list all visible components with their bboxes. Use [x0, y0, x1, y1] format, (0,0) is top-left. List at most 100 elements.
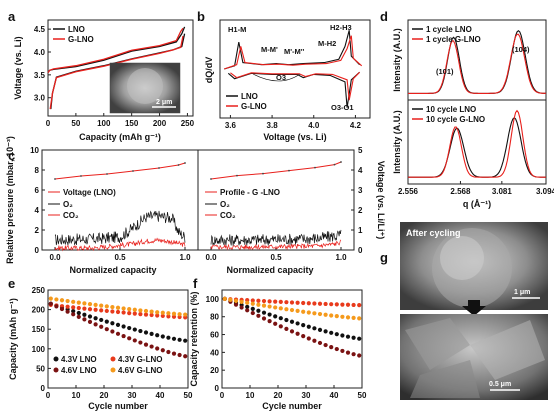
- voltage-point: [184, 162, 186, 164]
- legend-label-10cycle-glno: 10 cycle G-LNO: [426, 115, 485, 124]
- x-tick-label: 0: [220, 391, 225, 400]
- panel-b-frame: [219, 19, 371, 119]
- point-4-3v-lno: [306, 324, 311, 329]
- point-4-3v-lno: [138, 328, 143, 334]
- x-tick-label: 0.5: [270, 253, 282, 262]
- point-4-6v-lno: [284, 326, 289, 331]
- panel-d-xlabel: q (Å⁻¹): [463, 199, 491, 209]
- annotation-o3: O3: [276, 73, 286, 82]
- panel-f-series: [222, 296, 362, 358]
- point-4-3v-lno: [278, 316, 283, 321]
- x-tick-label: 30: [128, 391, 137, 400]
- point-4-6v-g-lno: [340, 314, 345, 319]
- x-tick-label: 0.5: [114, 253, 126, 262]
- voltage-point: [314, 166, 316, 169]
- panel-a-xlabel: Capacity (mAh g⁻¹): [79, 132, 161, 142]
- point-4-3v-g-lno: [295, 300, 300, 305]
- y-tick-label: 4.5: [34, 25, 46, 34]
- panel-a-ylabel: Voltage (vs. Li): [13, 36, 23, 99]
- y-tick-label: 2: [35, 226, 40, 235]
- series-o2: [210, 229, 342, 246]
- sem-grain-3: [410, 360, 480, 398]
- point-4-6v-lno: [245, 308, 250, 313]
- point-4-6v-g-lno: [132, 307, 137, 312]
- sem-top-scalebar-label: 1 μm: [514, 289, 530, 296]
- y-tick-label: 100: [206, 295, 220, 304]
- legend-label-co2: CO₂: [220, 211, 236, 220]
- point-4-3v-lno: [132, 327, 137, 332]
- voltage-point: [177, 164, 180, 166]
- point-4-6v-lno: [345, 350, 351, 355]
- y-tick-label: 6: [35, 186, 40, 195]
- point-4-6v-lno: [99, 324, 104, 329]
- sem-grain-1: [405, 318, 470, 370]
- y-tick-right-label: 5: [358, 146, 363, 155]
- legend-marker-46v-lno: [53, 367, 59, 373]
- point-4-6v-g-lno: [239, 299, 244, 304]
- point-4-3v-g-lno: [334, 302, 339, 307]
- point-4-3v-g-lno: [127, 310, 132, 316]
- voltage-point: [106, 173, 108, 175]
- point-4-6v-lno: [323, 342, 328, 348]
- voltage-point: [333, 163, 336, 166]
- point-4-6v-lno: [183, 354, 188, 359]
- panel-c-xlabel-right: Normalized capacity: [226, 265, 313, 275]
- point-4-6v-g-lno: [228, 297, 233, 303]
- point-4-3v-lno: [267, 312, 272, 317]
- point-4-6v-lno: [87, 319, 93, 324]
- zoom-arrow-icon: [462, 300, 486, 316]
- y-tick-label: 80: [210, 313, 219, 322]
- y-tick-right-label: 3: [358, 186, 363, 195]
- point-4-3v-lno: [166, 335, 171, 340]
- y-tick-label: 0: [41, 384, 46, 393]
- voltage-point: [80, 175, 82, 177]
- point-4-3v-g-lno: [59, 304, 65, 309]
- point-4-6v-lno: [143, 342, 149, 347]
- point-4-6v-g-lno: [138, 308, 143, 313]
- x-tick-label: 2.568: [450, 187, 471, 196]
- y-tick-label: 8: [35, 166, 40, 175]
- y-tick-label: 50: [36, 364, 45, 373]
- x-tick-label: 4.0: [308, 121, 320, 130]
- point-4-6v-lno: [278, 324, 283, 329]
- point-4-3v-lno: [183, 338, 188, 343]
- panel-d-series: [408, 29, 546, 178]
- point-4-6v-g-lno: [357, 316, 362, 321]
- point-4-6v-lno: [261, 316, 267, 321]
- point-4-6v-g-lno: [54, 297, 59, 302]
- point-4-6v-g-lno: [149, 309, 154, 314]
- panel-b-legend: LNO G-LNO: [226, 92, 267, 111]
- panel-a-frame: [47, 19, 194, 117]
- point-4-3v-g-lno: [143, 312, 149, 317]
- panel-b-xlabel: Voltage (vs. Li): [263, 132, 326, 142]
- point-4-3v-g-lno: [278, 299, 283, 305]
- point-4-6v-lno: [76, 314, 81, 319]
- panel-label-g: g: [380, 250, 388, 265]
- point-4-6v-lno: [340, 348, 345, 354]
- panel-b-ticks: 3.6 3.8 4.0 4.2: [225, 115, 362, 130]
- point-4-3v-lno: [76, 310, 81, 316]
- point-4-6v-g-lno: [171, 311, 177, 316]
- x-tick-label: 3.8: [267, 121, 279, 130]
- point-4-3v-lno: [115, 322, 121, 328]
- point-4-6v-lno: [357, 353, 362, 358]
- point-4-6v-g-lno: [76, 300, 81, 305]
- voltage-point: [132, 170, 134, 172]
- legend-marker-43v-glno: [110, 356, 116, 362]
- legend-marker-46v-glno: [110, 367, 116, 373]
- point-4-6v-lno: [65, 309, 70, 314]
- panel-f-ylabel: Capacity retention (%): [189, 291, 199, 386]
- point-4-3v-g-lno: [261, 298, 267, 304]
- panel-d-ticks: 2.556 2.568 3.081 3.094: [398, 181, 554, 196]
- y-tick-label: 200: [32, 306, 46, 315]
- panel-c-ticks: 0 2 4 6 8 10 0 1 2 3 4 5 0.0 0.5 1.0 0.0 0.5 1.0: [30, 146, 363, 262]
- point-4-3v-lno: [351, 335, 356, 340]
- sem-caption: After cycling: [406, 228, 461, 238]
- x-tick-label: 0.0: [205, 253, 217, 262]
- point-4-6v-lno: [149, 344, 154, 349]
- point-4-3v-g-lno: [82, 306, 87, 311]
- point-4-3v-g-lno: [115, 309, 121, 315]
- legend-label-co2: CO₂: [63, 211, 79, 220]
- point-4-3v-lno: [149, 331, 154, 336]
- legend-label-profile-glno: Profile - G -LNO: [220, 188, 280, 197]
